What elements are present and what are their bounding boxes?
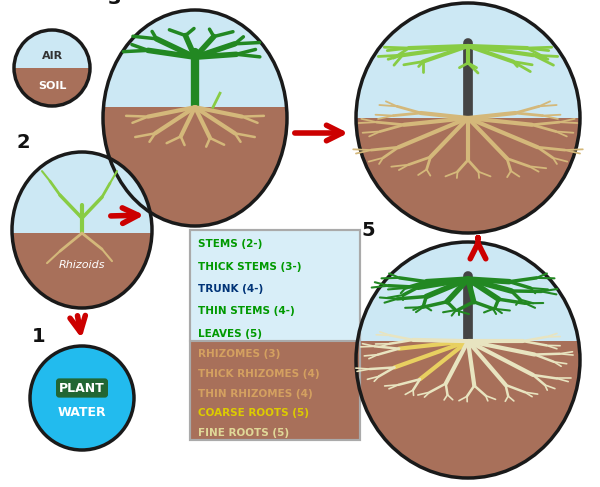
Bar — [190, 230, 360, 440]
Ellipse shape — [12, 152, 152, 308]
Ellipse shape — [356, 242, 580, 478]
Ellipse shape — [12, 152, 152, 308]
Text: PLANT: PLANT — [59, 381, 105, 394]
Text: THIN RHIZOMES (4): THIN RHIZOMES (4) — [198, 389, 313, 399]
Text: SOIL: SOIL — [38, 81, 66, 91]
Ellipse shape — [14, 30, 90, 106]
Text: THICK STEMS (3-): THICK STEMS (3-) — [198, 262, 302, 272]
Text: LEAVES (5): LEAVES (5) — [198, 329, 262, 338]
Text: RHIZOMES (3): RHIZOMES (3) — [198, 349, 280, 359]
Text: STEMS (2-): STEMS (2-) — [198, 240, 262, 249]
Text: WATER: WATER — [58, 406, 106, 418]
Ellipse shape — [30, 346, 134, 450]
Text: 5: 5 — [361, 221, 374, 240]
Text: AIR: AIR — [41, 51, 62, 61]
Bar — [190, 230, 360, 341]
Ellipse shape — [14, 30, 90, 106]
Ellipse shape — [356, 3, 580, 233]
Text: THIN STEMS (4-): THIN STEMS (4-) — [198, 306, 295, 316]
Ellipse shape — [356, 242, 580, 478]
Text: FINE ROOTS (5): FINE ROOTS (5) — [198, 428, 289, 438]
Ellipse shape — [356, 3, 580, 233]
Text: COARSE ROOTS (5): COARSE ROOTS (5) — [198, 409, 309, 418]
Text: 2: 2 — [17, 132, 31, 151]
Text: 1: 1 — [32, 326, 46, 345]
Text: THICK RHIZOMES (4): THICK RHIZOMES (4) — [198, 369, 320, 379]
Text: 3: 3 — [108, 0, 121, 7]
Ellipse shape — [103, 10, 287, 226]
Ellipse shape — [103, 10, 287, 226]
Text: TRUNK (4-): TRUNK (4-) — [198, 284, 263, 294]
Text: Rhizoids: Rhizoids — [59, 260, 105, 270]
Bar — [190, 341, 360, 440]
